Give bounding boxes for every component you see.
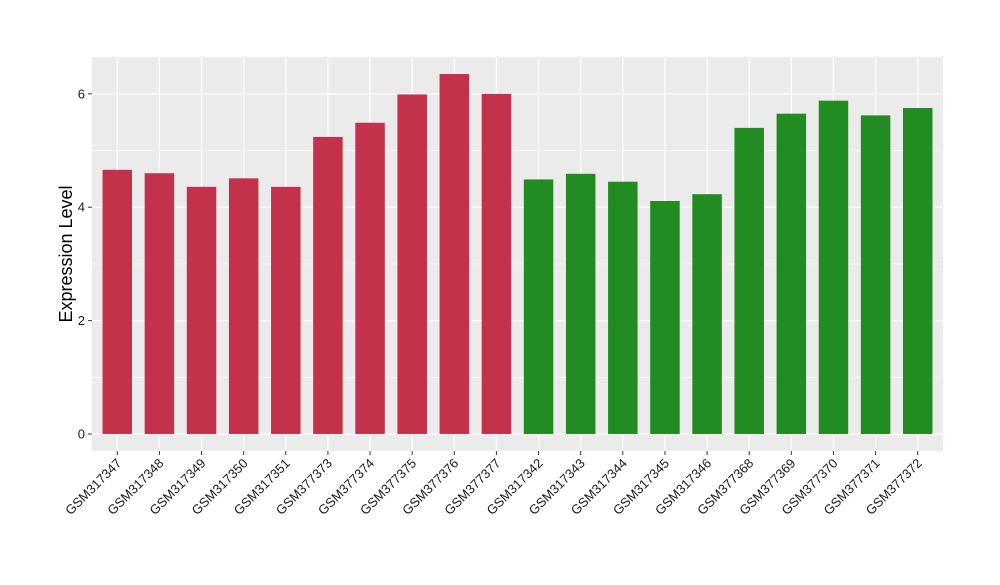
- bar-GSM317348: [144, 173, 175, 434]
- bar-GSM377377: [481, 93, 512, 434]
- bar-GSM377369: [776, 113, 807, 434]
- bar-GSM317344: [608, 181, 638, 434]
- bars: [102, 74, 933, 434]
- bar-GSM317347: [102, 169, 133, 434]
- bar-GSM377375: [397, 94, 427, 434]
- bar-GSM317346: [692, 194, 722, 434]
- bar-GSM377372: [902, 108, 933, 434]
- y-tick-label: 6: [78, 86, 85, 101]
- bar-GSM377368: [734, 127, 764, 434]
- y-tick-label: 0: [78, 426, 85, 441]
- bar-GSM377373: [313, 136, 343, 434]
- bar-GSM317345: [650, 200, 680, 434]
- bar-GSM377376: [439, 74, 470, 434]
- bar-GSM317350: [228, 178, 259, 434]
- y-axis: 0 2 4 6: [78, 86, 92, 441]
- y-tick-label: 4: [78, 200, 85, 215]
- y-axis-title: Expression Level: [56, 185, 76, 322]
- y-tick-label: 2: [78, 313, 85, 328]
- bar-GSM377374: [355, 122, 385, 434]
- bar-GSM317351: [271, 186, 301, 434]
- bar-GSM377371: [860, 115, 891, 434]
- bar-GSM317343: [565, 173, 596, 434]
- bar-GSM317349: [186, 186, 217, 434]
- x-axis: GSM317347GSM317348GSM317349GSM317350GSM3…: [62, 451, 925, 518]
- bar-GSM317342: [523, 179, 554, 434]
- plot-panel: [92, 57, 943, 451]
- bar-GSM377370: [818, 100, 849, 434]
